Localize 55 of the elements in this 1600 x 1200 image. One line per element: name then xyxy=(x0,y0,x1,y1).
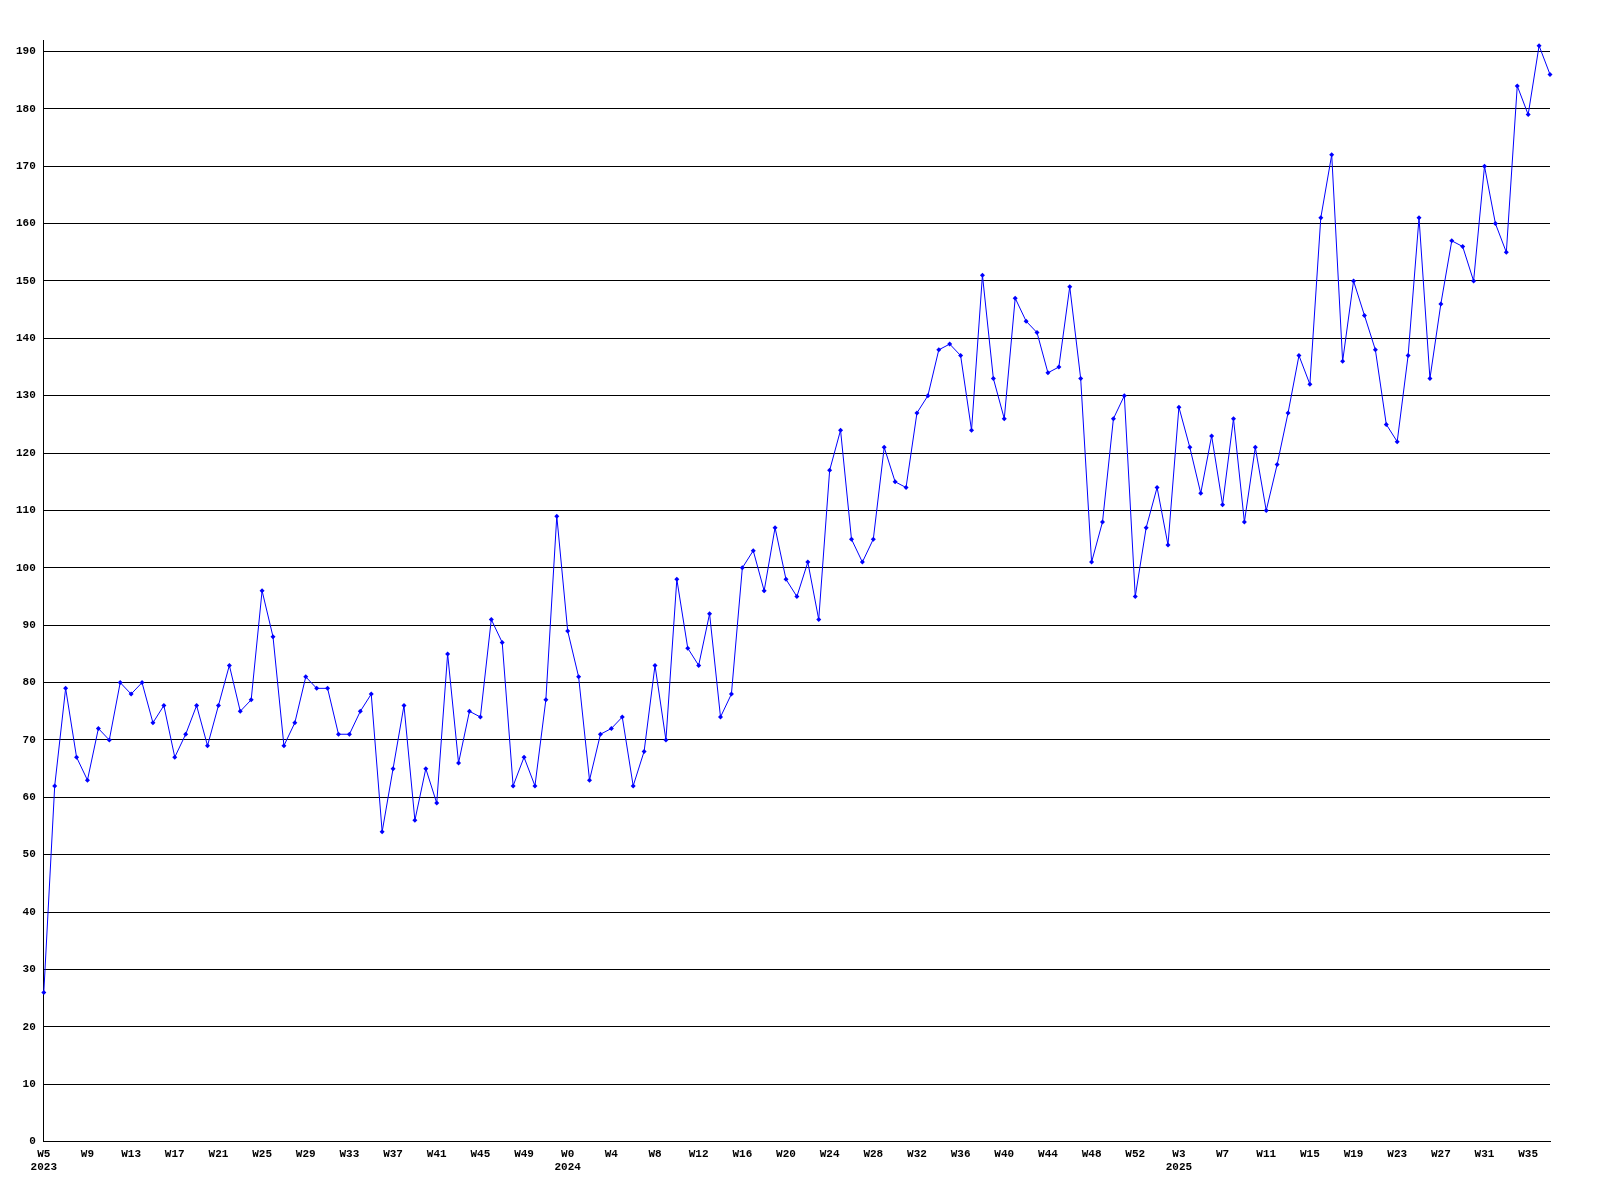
x-tick-label: W35 xyxy=(1518,1147,1539,1160)
x-tick-label: W41 xyxy=(426,1147,448,1160)
x-tick-label: W15 xyxy=(1299,1147,1321,1160)
x-tick-label: W11 xyxy=(1256,1147,1277,1160)
y-tick-label: 0 xyxy=(29,1135,36,1148)
x-tick-label: W4 xyxy=(604,1147,619,1160)
y-tick-label: 130 xyxy=(15,389,36,402)
x-tick-label: W19 xyxy=(1343,1147,1364,1160)
y-tick-label: 10 xyxy=(22,1077,36,1090)
x-tick-label: W0 2024 xyxy=(554,1147,582,1174)
x-tick-label: W27 xyxy=(1430,1147,1451,1160)
x-tick-label: W32 xyxy=(907,1147,927,1160)
y-tick-label: 170 xyxy=(15,159,36,172)
y-tick-label: 40 xyxy=(22,905,36,918)
x-tick-label: W31 xyxy=(1474,1147,1495,1160)
y-tick-label: 120 xyxy=(15,446,36,459)
x-tick-label: W20 xyxy=(776,1147,796,1160)
y-tick-label: 160 xyxy=(15,217,36,230)
y-tick-label: 110 xyxy=(15,504,36,517)
x-tick-label: W40 xyxy=(994,1147,1015,1160)
x-tick-label: W17 xyxy=(164,1147,185,1160)
y-tick-label: 90 xyxy=(22,618,36,631)
y-tick-label: 50 xyxy=(22,848,36,861)
x-tick-label: W8 xyxy=(648,1147,663,1160)
x-tick-label: W37 xyxy=(383,1147,403,1160)
x-tick-label: W16 xyxy=(732,1147,753,1160)
y-tick-label: 30 xyxy=(22,963,36,976)
y-tick-label: 60 xyxy=(22,791,36,804)
y-tick-label: 190 xyxy=(15,45,36,58)
x-tick-label: W21 xyxy=(208,1147,229,1160)
x-tick-label: W48 xyxy=(1081,1147,1102,1160)
x-tick-label: W13 xyxy=(121,1147,142,1160)
x-tick-label: W44 xyxy=(1038,1147,1059,1160)
x-tick-label: W23 xyxy=(1387,1147,1408,1160)
x-tick-label: W25 xyxy=(252,1147,273,1160)
x-tick-label: W29 xyxy=(295,1147,316,1160)
y-tick-label: 150 xyxy=(15,274,36,287)
x-tick-label: W45 xyxy=(470,1147,491,1160)
x-tick-label: W28 xyxy=(863,1147,884,1160)
x-tick-label: W49 xyxy=(514,1147,534,1160)
x-tick-label: W24 xyxy=(819,1147,840,1160)
x-tick-label: W52 xyxy=(1125,1147,1146,1160)
y-tick-label: 20 xyxy=(22,1020,36,1033)
y-tick-label: 80 xyxy=(22,676,36,689)
y-tick-label: 140 xyxy=(15,332,36,345)
x-tick-label: W12 xyxy=(688,1147,709,1160)
x-tick-label: W36 xyxy=(950,1147,971,1160)
y-tick-label: 180 xyxy=(15,102,36,115)
x-tick-label: W9 xyxy=(80,1147,95,1160)
x-tick-label: W3 2025 xyxy=(1165,1147,1193,1174)
x-tick-label: W7 xyxy=(1215,1147,1230,1160)
x-tick-label: W33 xyxy=(339,1147,360,1160)
y-tick-label: 100 xyxy=(15,561,36,574)
y-tick-label: 70 xyxy=(22,733,36,746)
x-tick-label: W5 2023 xyxy=(30,1147,58,1174)
